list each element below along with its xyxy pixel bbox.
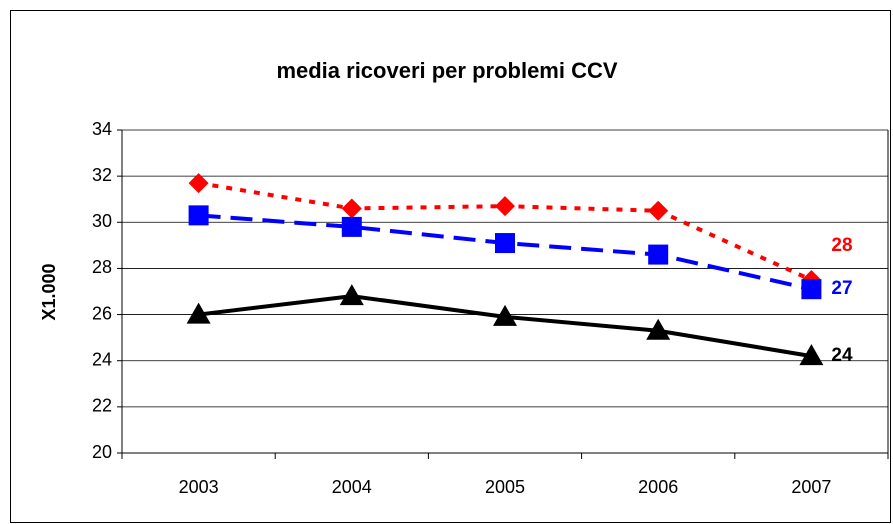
marker	[495, 196, 515, 217]
data-label: 27	[831, 278, 852, 299]
chart-title: media ricoveri per problemi CCV	[276, 58, 617, 83]
y-tick-label: 22	[92, 396, 112, 416]
marker	[341, 198, 362, 219]
chart-frame	[10, 10, 891, 523]
x-tick-label: 2006	[638, 477, 678, 497]
data-label: 24	[831, 345, 853, 366]
marker	[799, 344, 824, 366]
marker	[493, 304, 517, 326]
x-tick-label: 2005	[485, 477, 525, 497]
y-tick-label: 20	[92, 442, 112, 462]
y-axis-label: X1.000	[39, 263, 59, 320]
marker	[495, 233, 515, 254]
marker	[341, 216, 362, 237]
marker	[648, 200, 669, 221]
x-tick-label: 2003	[179, 477, 219, 497]
data-label: 28	[831, 235, 852, 256]
y-tick-label: 28	[92, 257, 112, 277]
marker	[801, 279, 822, 300]
marker	[648, 244, 669, 265]
y-tick-label: 32	[92, 165, 112, 185]
marker	[188, 173, 209, 194]
marker	[339, 284, 364, 306]
marker	[188, 205, 209, 226]
x-tick-label: 2007	[791, 477, 831, 497]
y-tick-label: 34	[92, 119, 112, 139]
y-tick-label: 24	[92, 349, 112, 369]
x-tick-label: 2004	[332, 477, 372, 497]
y-tick-label: 26	[92, 303, 112, 323]
marker	[186, 302, 211, 324]
marker	[646, 318, 671, 340]
y-tick-label: 30	[92, 211, 112, 231]
